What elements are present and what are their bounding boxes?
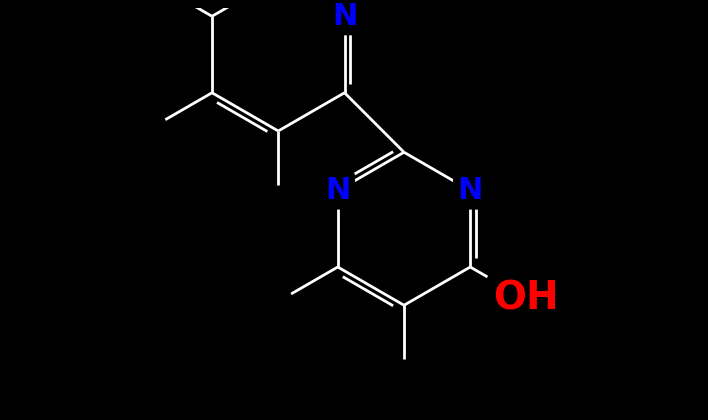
Text: N: N [332,2,358,31]
Text: N: N [325,176,350,205]
Text: OH: OH [493,280,559,318]
Text: N: N [457,176,483,205]
